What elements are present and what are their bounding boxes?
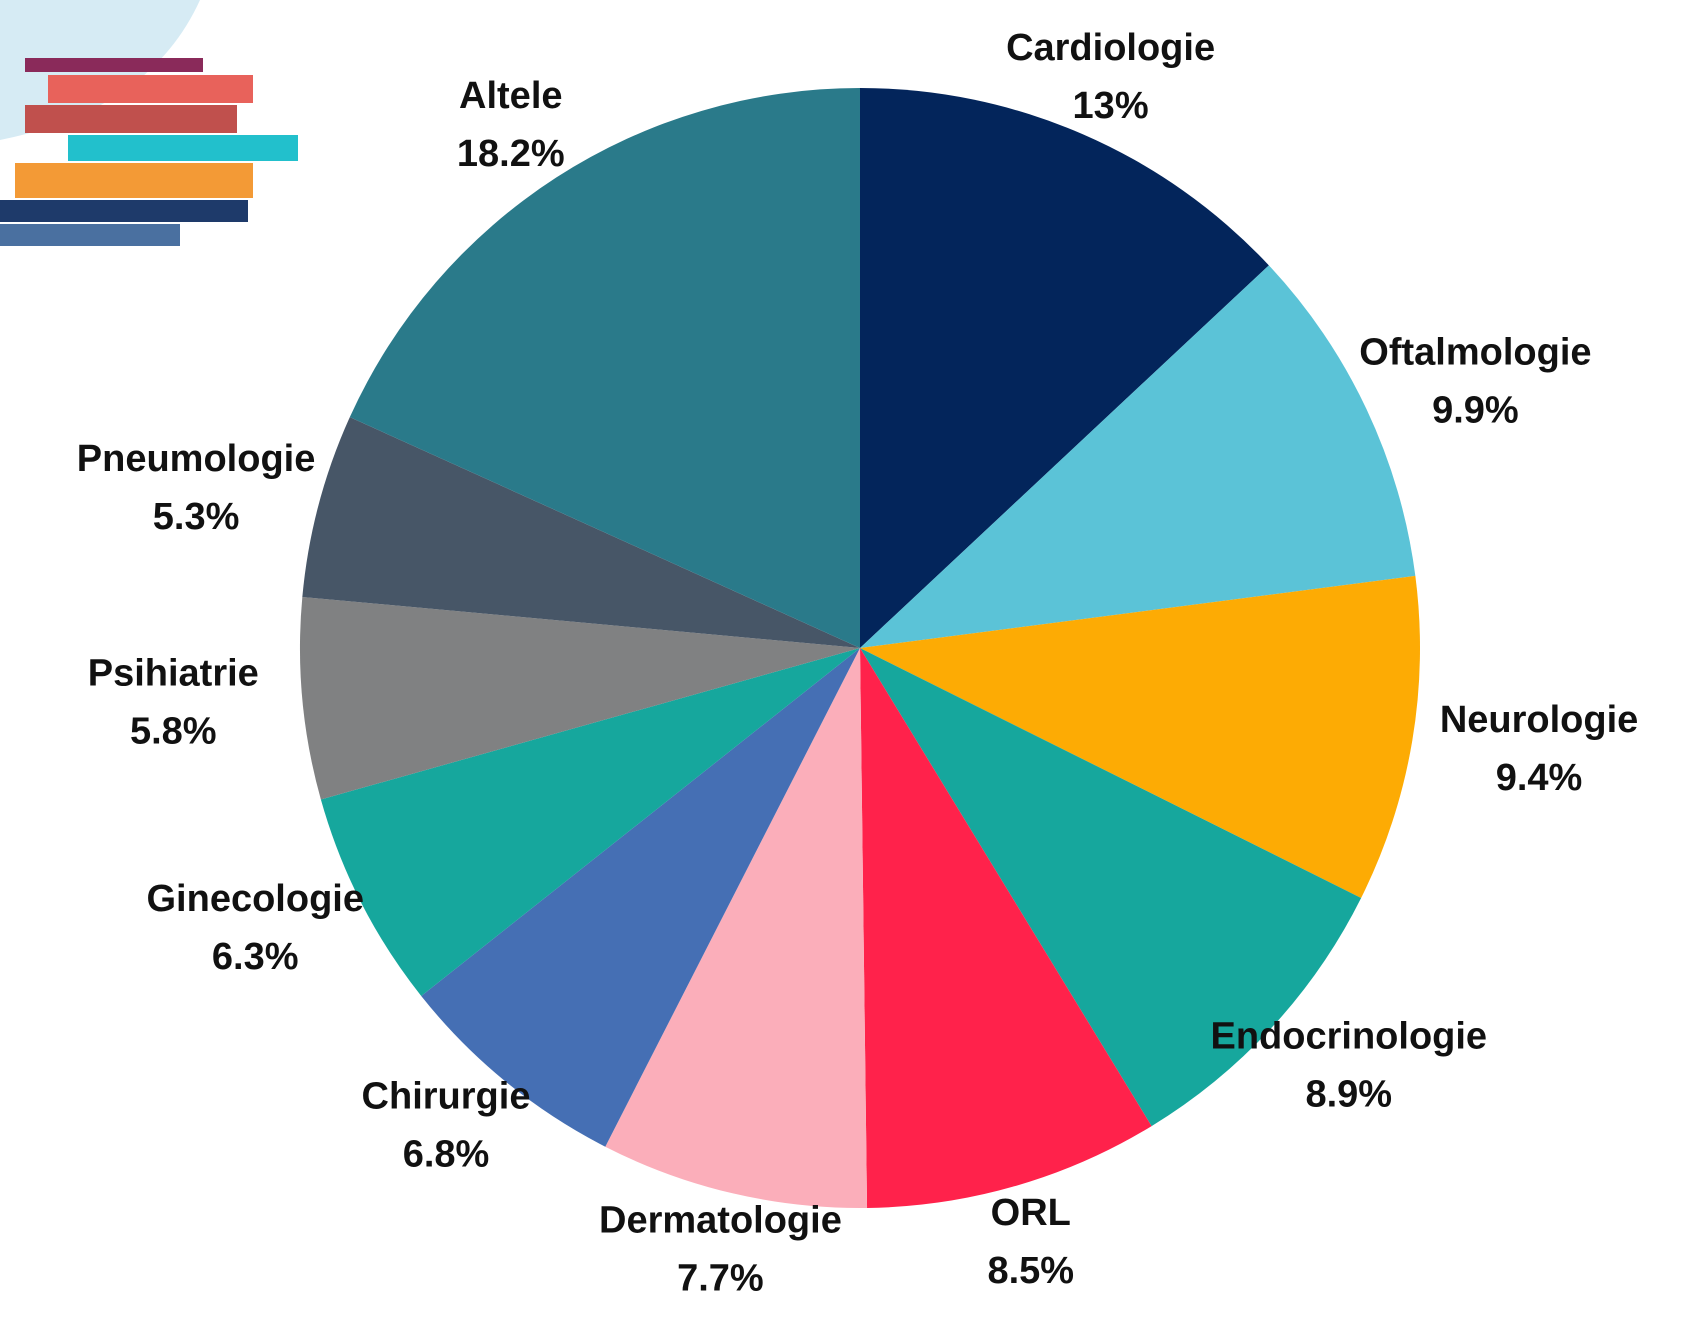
- slice-label: ORL: [991, 1192, 1071, 1234]
- slice-value: 9.4%: [1496, 757, 1583, 799]
- slice-label: Ginecologie: [147, 878, 364, 920]
- slice-value: 6.3%: [212, 936, 299, 978]
- slice-label: Dermatologie: [599, 1200, 842, 1242]
- slice-label: Chirurgie: [362, 1076, 531, 1118]
- slice-value: 5.8%: [130, 711, 217, 753]
- decoration: [0, 0, 298, 246]
- slice-label: Altele: [459, 75, 562, 117]
- chart: Cardiologie 13% Oftalmologie 9.9% Neurologie…: [0, 0, 1697, 1322]
- slice-value: 13%: [1073, 85, 1149, 127]
- slice-label: Neurologie: [1440, 699, 1638, 741]
- slice-value: 8.5%: [987, 1250, 1074, 1292]
- slice-label: Pneumologie: [77, 438, 316, 480]
- slice-value: 18.2%: [457, 133, 565, 175]
- slice-label: Endocrinologie: [1211, 1015, 1488, 1057]
- slice-label: Psihiatrie: [88, 653, 259, 695]
- slice-label: Cardiologie: [1006, 27, 1215, 69]
- slice-value: 6.8%: [403, 1134, 490, 1176]
- slice-value: 9.9%: [1432, 390, 1519, 432]
- slice-value: 7.7%: [677, 1258, 764, 1300]
- slice-value: 5.3%: [153, 496, 240, 538]
- slice-label: Oftalmologie: [1359, 332, 1591, 374]
- slice-value: 8.9%: [1305, 1073, 1392, 1115]
